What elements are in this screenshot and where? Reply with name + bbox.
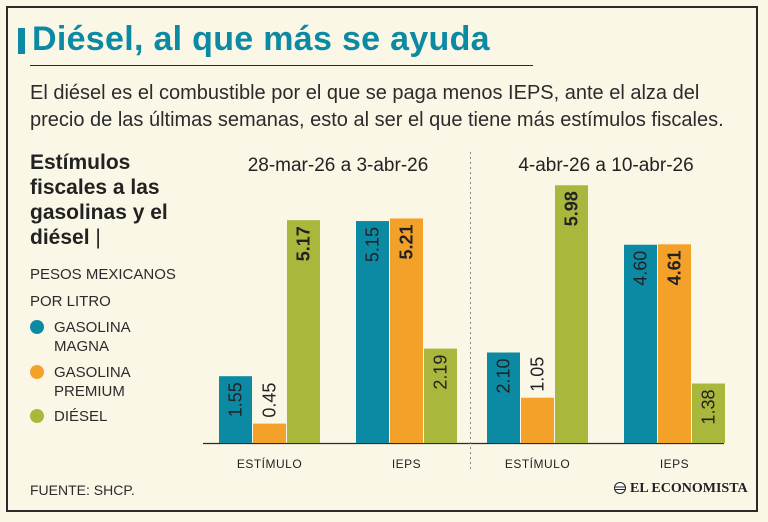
category-label-p2-ieps: IEPS [660, 457, 689, 471]
unit-label: PESOS MEXICANOS POR LITRO [30, 266, 176, 310]
legend-label-premium: GASOLINA PREMIUM [54, 364, 130, 400]
legend-swatch-diesel [30, 409, 44, 423]
data-label-p2-ieps-magna: 4.60 [631, 251, 651, 286]
frame [6, 6, 758, 512]
page-title: Diésel, al que más se ayuda [32, 20, 490, 58]
brand-globe-icon [614, 482, 626, 494]
bar-p1-ieps-diesel [424, 348, 457, 443]
title-accent-bar [18, 28, 25, 54]
legend-label-magna: GASOLINA MAGNA [54, 319, 130, 355]
category-label-p1-estimulo: ESTÍMULO [237, 456, 302, 471]
data-label-p2-ieps-diesel: 1.38 [699, 390, 719, 425]
bar-p1-estimulo-magna [219, 376, 252, 443]
period-label-2: 4-abr-26 a 10-abr-26 [518, 155, 693, 176]
bar-p2-ieps-magna [624, 244, 657, 443]
bar-p2-estimulo-magna [487, 352, 520, 443]
chart-heading-separator: | [95, 226, 101, 249]
data-label-p2-estimulo-premium: 1.05 [528, 357, 548, 392]
period-label-1: 28-mar-26 a 3-abr-26 [248, 155, 429, 176]
data-label-p1-estimulo-diesel: 5.17 [294, 226, 314, 261]
data-label-p1-estimulo-magna: 1.55 [226, 382, 246, 417]
bar-p1-ieps-premium [390, 218, 423, 443]
bar-p1-ieps-magna [356, 221, 389, 443]
bar-p2-ieps-premium [658, 244, 691, 443]
bar-p2-estimulo-diesel [555, 185, 588, 443]
title-underline [30, 65, 533, 66]
bar-p1-estimulo-premium [253, 423, 286, 443]
legend-swatch-premium [30, 365, 44, 379]
source-note: FUENTE: SHCP. [30, 482, 135, 498]
bar-p2-estimulo-premium [521, 397, 554, 443]
data-label-p1-ieps-diesel: 2.19 [431, 355, 451, 390]
data-label-p2-estimulo-magna: 2.10 [494, 358, 514, 393]
category-label-p2-estimulo: ESTÍMULO [505, 456, 570, 471]
category-label-p1-ieps: IEPS [392, 457, 421, 471]
data-label-p1-estimulo-premium: 0.45 [260, 383, 280, 418]
data-label-p1-ieps-magna: 5.15 [363, 227, 383, 262]
bar-p2-ieps-diesel [692, 383, 725, 443]
chart-heading: Estímulos fiscales a las gasolinas y el … [30, 150, 190, 250]
data-label-p2-ieps-premium: 4.61 [665, 250, 685, 285]
legend-label-diesel: DIÉSEL [54, 408, 108, 425]
data-label-p1-ieps-premium: 5.21 [397, 224, 417, 259]
data-label-p2-estimulo-diesel: 5.98 [562, 191, 582, 226]
bar-p1-estimulo-diesel [287, 220, 320, 443]
brand-name: EL ECONOMISTA [630, 481, 748, 496]
subtitle: El diésel es el combustible por el que s… [30, 82, 724, 131]
chart-heading-text: Estímulos fiscales a las gasolinas y el … [30, 151, 168, 249]
brand-logo: EL ECONOMISTA [614, 481, 748, 497]
legend-swatch-magna [30, 320, 44, 334]
